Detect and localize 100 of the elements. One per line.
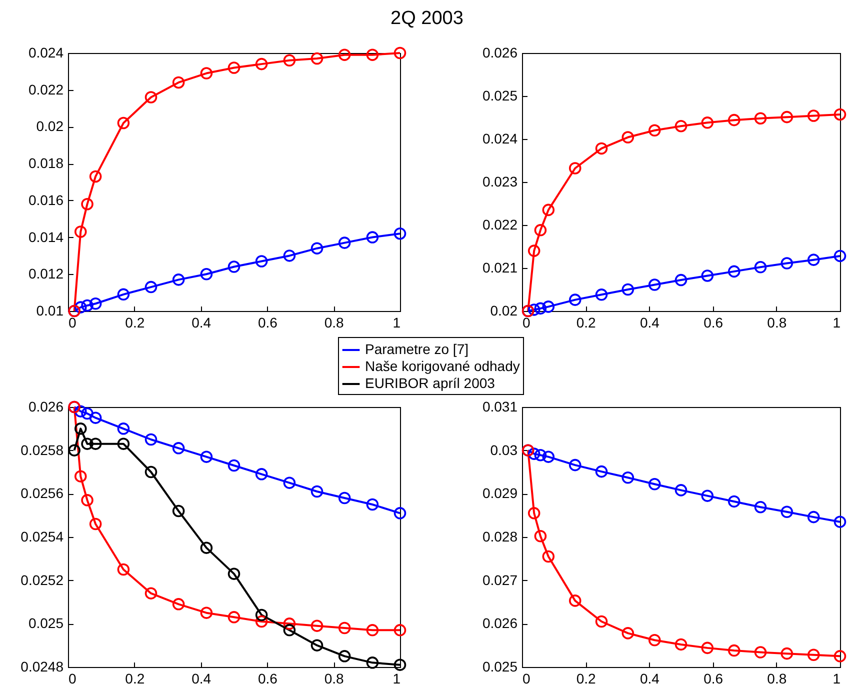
point [228,62,240,74]
y-tick-label: 0.0252 [20,572,64,588]
point [74,226,87,238]
point [674,274,688,286]
point [394,227,406,240]
x-tick-label: 0 [68,670,76,686]
point [528,507,540,520]
point [144,91,158,104]
point [144,587,158,600]
point [228,611,240,624]
legend-label: Parametre zo [7] [365,341,468,357]
point [283,618,296,630]
point [542,300,555,313]
y-tick-label: 0.029 [482,485,518,502]
point [780,110,794,124]
point [338,48,351,61]
point [200,542,213,554]
y-tick-label: 0.026 [482,44,518,60]
point [674,484,688,496]
y-tick-label: 0.03 [490,442,518,458]
point [283,250,296,262]
point [754,646,767,658]
point [144,466,158,478]
point [674,120,688,132]
point [89,297,102,310]
point [807,648,820,661]
point [310,620,324,632]
point [310,485,324,498]
y-tick-label: 0.024 [28,44,64,60]
point [834,650,846,662]
point [255,615,268,628]
point [366,656,379,669]
y-tick-label: 0.018 [28,155,64,172]
x-tick-label: 1 [392,314,401,330]
point [528,448,540,460]
y-tick-label: 0.016 [28,192,64,208]
y-tick-label: 0.022 [28,81,64,98]
point [568,458,582,472]
y-tick-label: 0.024 [482,130,518,146]
x-tick-label: 0.6 [258,314,278,330]
y-tick-label: 0.0248 [20,658,64,674]
point [228,260,240,273]
point [255,255,268,268]
point [81,438,94,450]
y-tick-label: 0.025 [482,88,518,104]
point [622,472,634,484]
point [200,606,213,619]
point [834,108,846,121]
point [117,438,130,450]
x-tick-label: 0.2 [125,670,145,686]
point [542,550,555,563]
point [595,465,608,478]
x-tick-label: 0.8 [324,314,344,330]
point [81,198,94,210]
point [117,116,130,130]
point [117,288,130,301]
point [728,265,740,278]
point [89,518,102,530]
y-tick-label: 0.027 [482,572,518,588]
point [648,124,661,137]
y-tick-label: 0.0256 [20,485,64,502]
x-tick-label: 0.6 [258,670,278,686]
y-tick-label: 0.022 [482,216,518,232]
x-tick-label: 0.4 [192,314,212,330]
point [622,131,634,144]
point [81,299,94,312]
point [338,650,351,662]
point [338,492,351,504]
x-tick-label: 0.2 [576,670,596,686]
point [622,283,634,296]
point [366,624,379,636]
y-tick-label: 0.031 [482,398,518,414]
point [366,498,379,511]
point [172,442,185,454]
y-tick-label: 0.0254 [20,528,64,544]
point [200,268,213,280]
point [728,114,740,126]
y-tick-label: 0.023 [482,174,518,190]
x-tick-label: 0 [522,670,530,686]
point [807,254,820,266]
point [807,110,820,122]
point [528,244,540,257]
point [81,407,94,420]
point [255,58,268,70]
point [200,67,213,80]
x-tick-label: 0.8 [324,670,344,686]
point [68,444,80,456]
legend-label: EURIBOR apríl 2003 [365,375,496,391]
point [394,624,406,636]
y-tick-label: 0.012 [28,266,64,282]
point [534,448,547,462]
x-tick-label: 1 [832,314,841,330]
point [780,257,794,270]
chart-title: 2Q 2003 [390,8,464,30]
x-tick-label: 0.8 [767,314,787,330]
point [144,433,158,446]
point [648,634,661,646]
point [283,624,296,636]
point [542,450,555,463]
y-tick-label: 0.02 [490,302,518,318]
